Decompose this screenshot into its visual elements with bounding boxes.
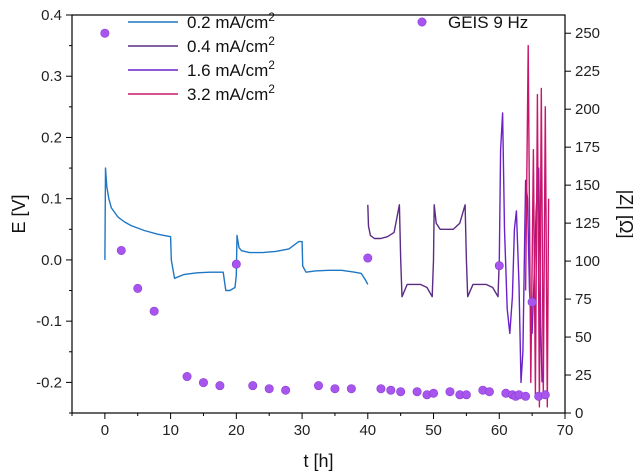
scatter-point (100, 28, 110, 38)
y2-tick-label: 250 (575, 25, 600, 42)
scatter-point (264, 384, 274, 394)
plot-area (100, 28, 550, 408)
scatter-point (330, 384, 340, 394)
y-tick-label: 0.3 (41, 68, 62, 85)
y2-tick-label: 150 (575, 177, 600, 194)
legend-label-2: 0.4 mA/cm2 (187, 34, 275, 56)
series-line-1 (104, 167, 369, 292)
y2-axis-title: |Z| [Ω] (616, 190, 633, 239)
y2-tick-label: 200 (575, 101, 600, 118)
y-tick-label: 0.2 (41, 129, 62, 146)
scatter-point (215, 381, 225, 391)
y2-tick-label: 50 (575, 329, 592, 346)
x-tick-label: 60 (491, 422, 508, 439)
scatter-point (429, 388, 439, 398)
y2-tick-label: 125 (575, 215, 600, 232)
axes: 0 10 20 30 40 50 60 70 -0.2 -0.1 0.0 0.1 0.2 0.3 0.4 0 2… (9, 7, 633, 471)
scatter-point (445, 387, 455, 397)
x-tick-label: 70 (557, 422, 574, 439)
x-tick-label: 10 (162, 422, 179, 439)
scatter-point (346, 384, 356, 394)
y2-tick-label: 75 (575, 291, 592, 308)
y2-tick-label: 225 (575, 63, 600, 80)
x-tick-label: 30 (294, 422, 311, 439)
scatter-point (527, 297, 537, 307)
scatter-point (540, 390, 550, 400)
scatter-point (521, 391, 531, 401)
legend-label-scatter: GEIS 9 Hz (448, 13, 528, 32)
scatter-point (363, 253, 373, 263)
scatter-point (484, 387, 494, 397)
x-axis-title: t [h] (303, 451, 333, 471)
scatter-point (198, 378, 208, 388)
x-tick-label: 40 (359, 422, 376, 439)
y2-tick-label: 0 (575, 405, 583, 422)
scatter-point (412, 387, 422, 397)
y-tick-label: 0.4 (41, 7, 62, 24)
y-tick-label: 0.1 (41, 191, 62, 208)
y-tick-label: -0.1 (36, 313, 62, 330)
scatter-point (461, 390, 471, 400)
scatter-point (182, 372, 192, 382)
scatter-point (133, 283, 143, 293)
y-axis-title: E [V] (9, 194, 29, 233)
series-line-3 (498, 112, 543, 384)
scatter-point (386, 385, 396, 395)
y-tick-label: -0.2 (36, 374, 62, 391)
series-group (100, 28, 550, 408)
scatter-point (116, 245, 126, 255)
scatter-point (248, 381, 258, 391)
y2-tick-label: 25 (575, 367, 592, 384)
x-tick-label: 20 (228, 422, 245, 439)
y-tick-label: 0.0 (41, 252, 62, 269)
scatter-point (149, 306, 159, 316)
scatter-point (281, 385, 291, 395)
scatter-point (396, 387, 406, 397)
legend-label-4: 3.2 mA/cm2 (187, 82, 275, 104)
series-line-2 (367, 204, 500, 298)
y2-tick-label: 175 (575, 139, 600, 156)
x-tick-label: 50 (425, 422, 442, 439)
scatter-point (494, 261, 504, 271)
scatter-point (231, 259, 241, 269)
scatter-point (376, 384, 386, 394)
plot-frame (71, 14, 566, 414)
legend-label-1: 0.2 mA/cm2 (187, 10, 275, 32)
x-tick-label: 0 (101, 422, 109, 439)
scatter-point (313, 381, 323, 391)
legend-marker-scatter (417, 17, 427, 27)
series-line-4 (524, 44, 550, 408)
legend-label-3: 1.6 mA/cm2 (187, 58, 275, 80)
y2-tick-label: 100 (575, 253, 600, 270)
